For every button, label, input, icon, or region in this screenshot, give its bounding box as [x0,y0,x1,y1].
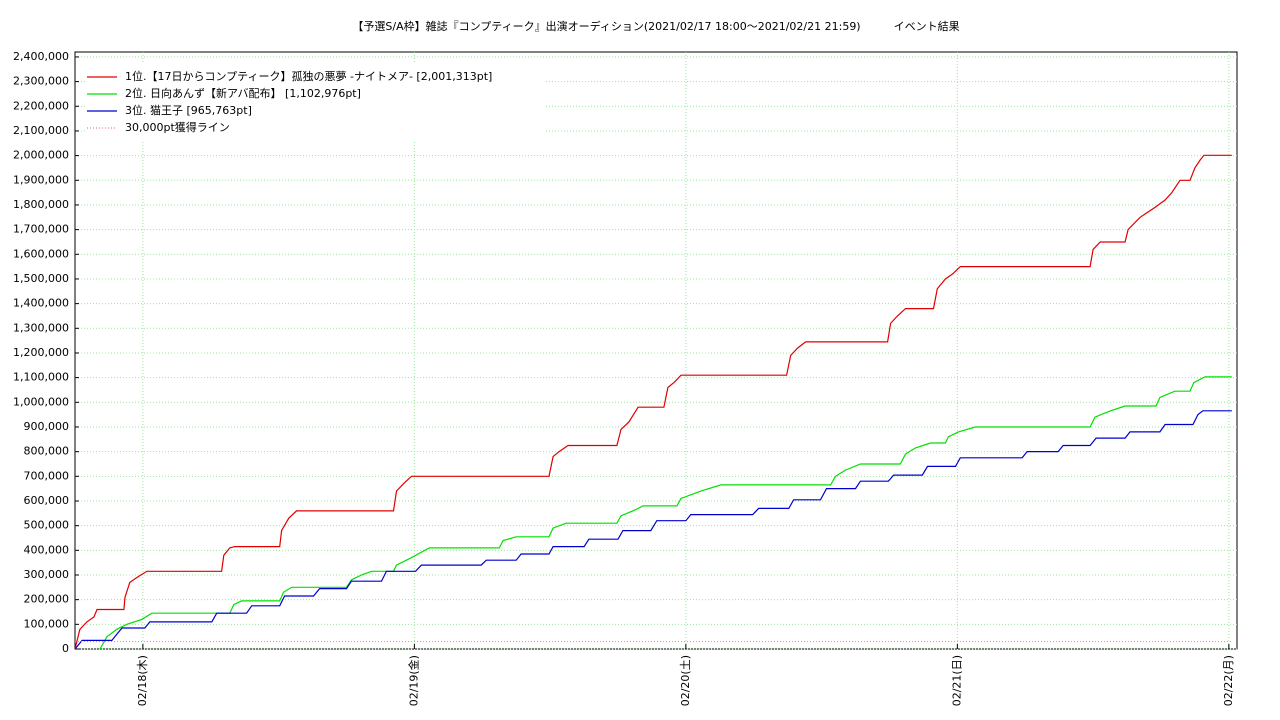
x-tick-label: 02/20(土) [679,655,692,706]
plot-area [74,51,1238,650]
y-tick-label: 900,000 [24,420,70,433]
series-line [99,376,1232,650]
y-tick-label: 1,700,000 [13,223,69,236]
y-tick-label: 0 [62,642,69,655]
y-tick-label: 700,000 [24,469,70,482]
y-tick-label: 2,100,000 [13,124,69,137]
y-tick-label: 800,000 [24,445,70,458]
y-tick-label: 2,300,000 [13,75,69,88]
y-tick-label: 1,900,000 [13,173,69,186]
legend-box [85,62,545,140]
legend-label: 30,000pt獲得ライン [125,121,230,134]
y-tick-label: 1,500,000 [13,272,69,285]
y-tick-label: 1,100,000 [13,371,69,384]
y-tick-label: 100,000 [24,617,70,630]
y-tick-label: 2,000,000 [13,149,69,162]
y-tick-label: 1,400,000 [13,297,69,310]
y-tick-label: 300,000 [24,568,70,581]
y-tick-label: 1,200,000 [13,346,69,359]
y-tick-label: 2,400,000 [13,50,69,63]
y-tick-label: 500,000 [24,519,70,532]
y-tick-label: 600,000 [24,494,70,507]
x-tick-label: 02/22(月) [1222,655,1235,706]
y-tick-label: 1,000,000 [13,395,69,408]
y-tick-label: 200,000 [24,593,70,606]
x-tick-label: 02/18(木) [136,655,149,706]
x-tick-label: 02/19(金) [406,655,420,706]
y-tick-label: 400,000 [24,543,70,556]
chart-title: 【予選S/A枠】雑誌『コンプティーク』出演オーディション(2021/02/17 … [352,19,959,33]
x-tick-label: 02/21(日) [950,655,963,706]
legend-label: 3位. 猫王子 [965,763pt] [125,103,252,117]
legend-label: 2位. 日向あんず【新アバ配布】 [1,102,976pt] [125,86,361,100]
series-line [74,154,1232,650]
series-line [74,410,1232,650]
y-tick-label: 1,300,000 [13,321,69,334]
y-tick-label: 1,800,000 [13,198,69,211]
y-tick-label: 1,600,000 [13,247,69,260]
legend-label: 1位.【17日からコンプティーク】孤独の悪夢 -ナイトメア- [2,001,31… [125,69,492,83]
y-tick-label: 2,200,000 [13,99,69,112]
